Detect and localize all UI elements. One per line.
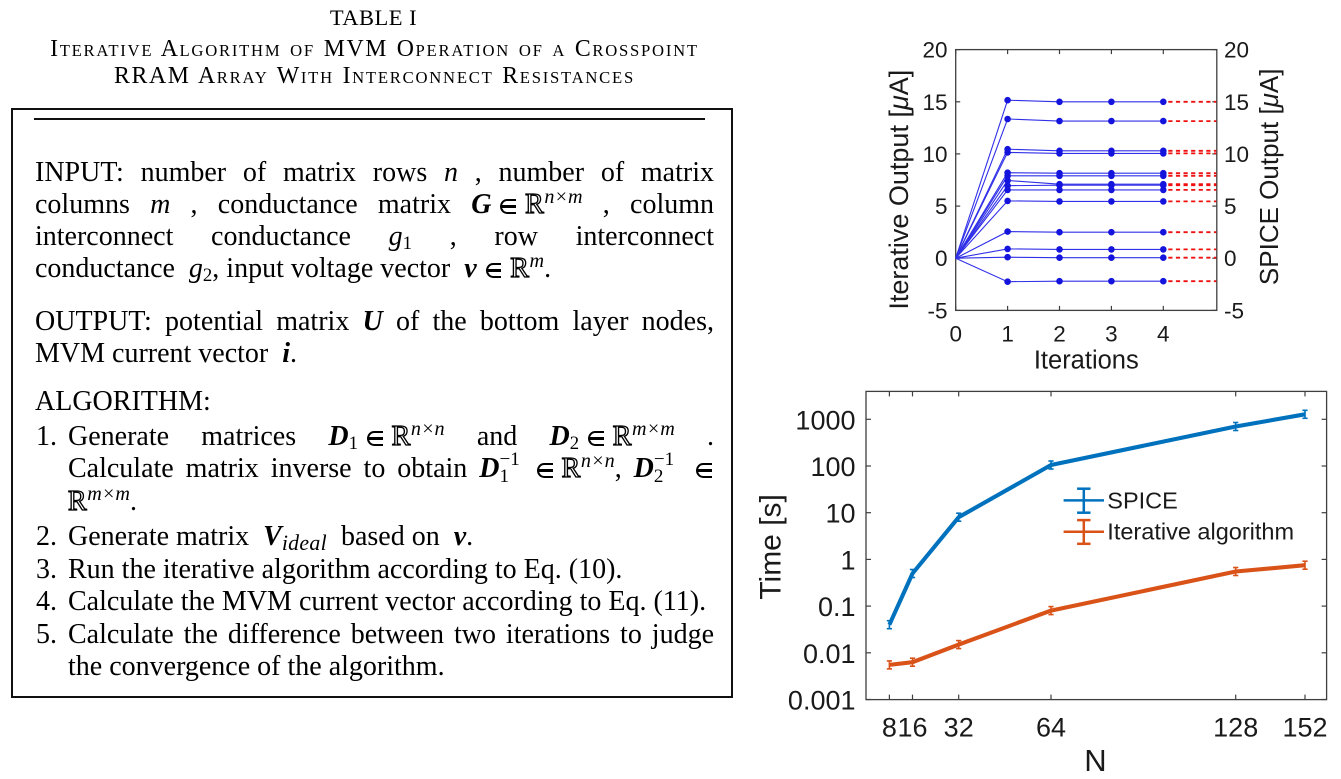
svg-text:Iterations: Iterations <box>1034 347 1139 375</box>
svg-text:10: 10 <box>825 499 855 529</box>
svg-text:128: 128 <box>1213 713 1258 743</box>
svg-text:N: N <box>1084 743 1106 778</box>
svg-text:5: 5 <box>935 194 948 219</box>
svg-text:4: 4 <box>1157 322 1170 347</box>
svg-text:10: 10 <box>1224 142 1249 167</box>
svg-text:0.001: 0.001 <box>788 686 856 716</box>
svg-text:0: 0 <box>1224 246 1237 271</box>
svg-text:3: 3 <box>1105 322 1118 347</box>
svg-text:-5: -5 <box>1224 298 1244 323</box>
svg-text:8: 8 <box>882 713 897 743</box>
svg-text:16: 16 <box>897 713 927 743</box>
svg-text:10: 10 <box>922 142 947 167</box>
svg-text:0.1: 0.1 <box>818 592 856 622</box>
svg-text:Iterative Output [μA]: Iterative Output [μA] <box>884 70 914 310</box>
svg-text:5: 5 <box>1224 194 1237 219</box>
svg-text:1000: 1000 <box>795 405 855 435</box>
svg-text:-5: -5 <box>927 298 947 323</box>
svg-text:32: 32 <box>944 713 974 743</box>
svg-text:64: 64 <box>1036 713 1066 743</box>
svg-text:Time [s]: Time [s] <box>755 494 788 600</box>
svg-text:15: 15 <box>1224 90 1249 115</box>
svg-text:1: 1 <box>840 545 855 575</box>
svg-text:0: 0 <box>935 246 948 271</box>
svg-text:100: 100 <box>810 452 855 482</box>
svg-text:20: 20 <box>1224 38 1249 63</box>
svg-text:0: 0 <box>949 322 962 347</box>
svg-text:152: 152 <box>1282 713 1327 743</box>
svg-text:20: 20 <box>922 38 947 63</box>
svg-text:2: 2 <box>1053 322 1066 347</box>
svg-text:15: 15 <box>922 90 947 115</box>
svg-text:SPICE: SPICE <box>1107 487 1178 513</box>
svg-text:Iterative algorithm: Iterative algorithm <box>1107 519 1294 545</box>
svg-text:0.01: 0.01 <box>803 639 856 669</box>
svg-text:SPICE Output [μA]: SPICE Output [μA] <box>1254 69 1284 286</box>
svg-text:1: 1 <box>1001 322 1014 347</box>
